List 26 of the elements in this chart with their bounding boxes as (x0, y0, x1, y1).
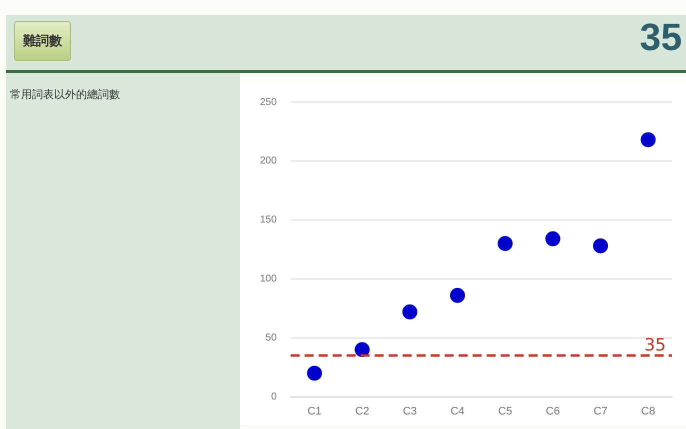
point (450, 288, 466, 303)
x-tick-label: C4 (450, 405, 465, 418)
x-tick-label: C6 (546, 405, 560, 418)
y-tick-label: 250 (260, 96, 278, 108)
x-tick-label: C7 (593, 405, 608, 418)
point (402, 304, 418, 320)
point (354, 342, 370, 358)
text: 難詞數 (14, 21, 71, 61)
x-tick-label: C2 (355, 405, 370, 418)
x-tick-label: C8 (641, 405, 656, 418)
text: 35 (640, 17, 682, 60)
point (593, 238, 608, 254)
y-tick-label: 100 (260, 274, 278, 285)
point (545, 231, 560, 246)
x-tick-label: C5 (498, 405, 512, 418)
x-tick-label: C1 (307, 405, 322, 418)
point (307, 366, 322, 381)
y-tick-label: 150 (260, 214, 278, 226)
text: 常用詞表以外的總詞數 (10, 87, 120, 102)
y-tick-label: 200 (260, 156, 278, 167)
x-tick-label: C3 (402, 405, 417, 418)
point (498, 236, 513, 252)
point (640, 132, 656, 148)
ref-line-label: 35 (644, 335, 666, 356)
y-tick-label: 0 (271, 392, 278, 403)
y-tick-label: 50 (266, 332, 278, 344)
